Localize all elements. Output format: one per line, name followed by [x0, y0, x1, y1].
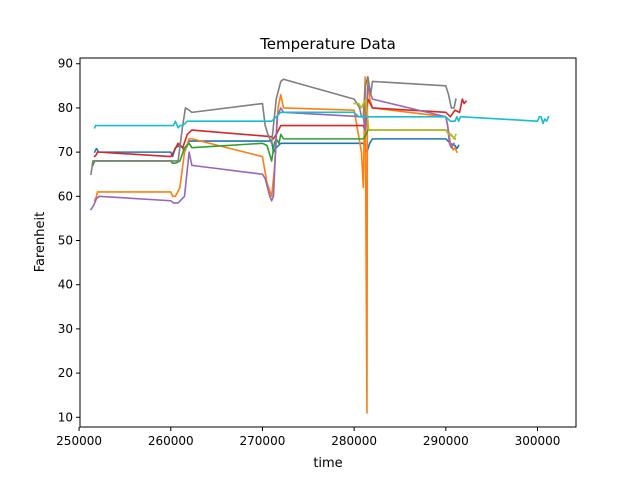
series-line-6 [90, 76, 457, 176]
x-tick-label: 300000 [515, 434, 561, 448]
series-line-5 [89, 85, 456, 211]
x-tick-label: 290000 [423, 434, 469, 448]
x-tick-label: 260000 [148, 434, 194, 448]
series-layer [89, 76, 550, 414]
y-axis-label: Farenheit [33, 212, 48, 273]
x-tick-label: 280000 [331, 434, 377, 448]
axes-layer: 250000 260000 270000 280000 290000 300000 10 20… [56, 57, 577, 448]
series-line-2 [93, 76, 458, 414]
x-tick-label: 270000 [240, 434, 286, 448]
series-line-8 [93, 111, 550, 129]
y-tick-label: 20 [58, 366, 73, 380]
y-tick-label: 50 [58, 234, 73, 248]
y-tick-label: 80 [58, 101, 73, 115]
y-tick-label: 70 [58, 145, 73, 159]
y-tick-label: 60 [58, 189, 73, 203]
x-tick-label: 250000 [56, 434, 102, 448]
x-axis-label: time [313, 456, 342, 471]
chart-title: Temperature Data [259, 35, 396, 53]
plot-frame [79, 57, 577, 428]
series-line-7 [353, 98, 457, 140]
y-tick-label: 40 [58, 278, 73, 292]
y-tick-label: 90 [58, 57, 73, 71]
y-tick-label: 10 [58, 410, 73, 424]
y-tick-label: 30 [58, 322, 73, 336]
